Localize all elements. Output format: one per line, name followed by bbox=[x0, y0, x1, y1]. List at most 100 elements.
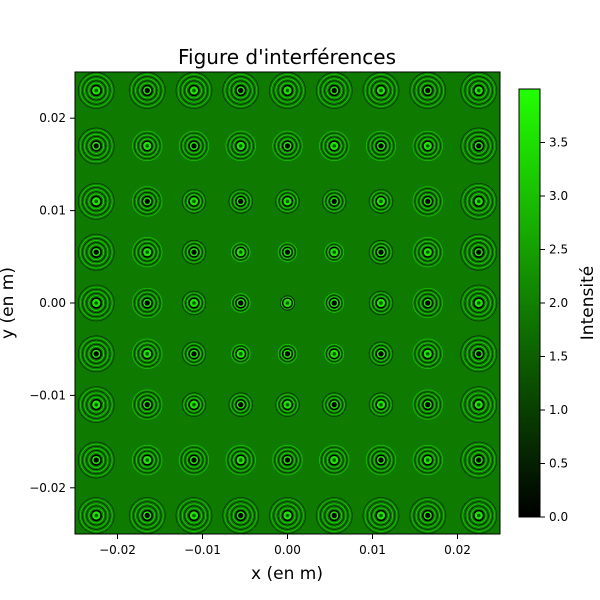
spot-ring bbox=[278, 395, 297, 414]
spot-ring bbox=[233, 138, 249, 154]
interference-spot bbox=[460, 182, 498, 220]
spot-ring bbox=[372, 395, 390, 414]
spot-ring bbox=[462, 499, 496, 532]
spot-ring bbox=[372, 294, 390, 312]
spot-ring bbox=[460, 335, 498, 373]
spot-ring bbox=[368, 78, 394, 103]
spot-ring bbox=[86, 293, 107, 313]
interference-spot bbox=[412, 444, 443, 476]
spot-ring bbox=[228, 78, 253, 103]
spot-ring bbox=[185, 294, 203, 312]
spot-ring bbox=[368, 290, 394, 316]
interference-spot bbox=[181, 239, 207, 265]
spot-ring bbox=[130, 499, 164, 532]
spot-ring bbox=[79, 337, 113, 371]
spot-ring bbox=[418, 395, 438, 414]
spot-ring bbox=[228, 503, 253, 528]
spot-ring bbox=[181, 78, 207, 103]
spot-ring bbox=[137, 293, 157, 313]
spot-ring bbox=[466, 78, 491, 103]
interference-spot bbox=[368, 239, 394, 265]
spot-ring bbox=[84, 290, 109, 316]
spot-ring bbox=[134, 188, 161, 215]
spot-ring bbox=[77, 335, 115, 373]
spot-ring bbox=[84, 392, 109, 417]
spot-ring bbox=[412, 287, 443, 319]
spot-ring bbox=[79, 185, 113, 218]
spot-center bbox=[192, 402, 196, 407]
spot-ring bbox=[84, 189, 109, 214]
spot-ring bbox=[416, 342, 440, 366]
spot-ring bbox=[325, 395, 344, 414]
spot-ring bbox=[468, 80, 489, 101]
spot-ring bbox=[320, 501, 349, 530]
spot-ring bbox=[326, 507, 343, 524]
spot-ring bbox=[416, 448, 440, 472]
spot-center bbox=[191, 249, 197, 255]
spot-ring bbox=[466, 503, 491, 528]
spot-ring bbox=[415, 503, 440, 528]
spot-ring bbox=[420, 295, 436, 311]
spot-center bbox=[378, 143, 384, 149]
spot-ring bbox=[134, 238, 161, 266]
spot-ring bbox=[225, 130, 256, 162]
spot-ring bbox=[184, 80, 204, 101]
spot-ring bbox=[135, 240, 159, 264]
spot-center bbox=[331, 87, 337, 94]
spot-ring bbox=[281, 296, 294, 310]
spot-ring bbox=[279, 295, 296, 311]
spot-ring bbox=[277, 344, 298, 364]
spot-center bbox=[192, 301, 196, 305]
spot-ring bbox=[420, 397, 436, 413]
spot-ring bbox=[181, 290, 207, 316]
spot-ring bbox=[373, 452, 389, 468]
spot-ring bbox=[273, 501, 302, 530]
spot-center bbox=[145, 352, 150, 356]
spot-ring bbox=[419, 82, 436, 99]
interference-spot bbox=[132, 130, 163, 162]
interference-spot bbox=[178, 130, 210, 162]
spot-ring bbox=[470, 507, 487, 524]
spot-ring bbox=[276, 448, 299, 472]
spot-ring bbox=[186, 82, 202, 99]
spot-ring bbox=[280, 347, 295, 361]
spot-ring bbox=[414, 289, 441, 317]
spot-ring bbox=[369, 448, 393, 472]
spot-ring bbox=[317, 499, 351, 532]
spot-ring bbox=[460, 441, 498, 479]
interference-spot bbox=[279, 295, 296, 311]
spot-ring bbox=[230, 293, 251, 313]
y-tick-label: 0.02 bbox=[39, 111, 66, 125]
interference-spot bbox=[228, 392, 254, 417]
spot-ring bbox=[470, 452, 487, 468]
spot-ring bbox=[177, 74, 211, 107]
spot-ring bbox=[419, 507, 436, 524]
spot-center bbox=[144, 87, 150, 94]
interference-spot bbox=[275, 189, 300, 214]
interference-spot bbox=[228, 189, 254, 214]
spot-center bbox=[476, 88, 481, 93]
spot-ring bbox=[234, 347, 248, 361]
x-tick-label: 0.02 bbox=[444, 543, 471, 557]
spot-ring bbox=[82, 501, 111, 530]
spot-ring bbox=[365, 130, 397, 162]
spot-ring bbox=[466, 189, 491, 214]
spot-center bbox=[425, 250, 430, 254]
spot-ring bbox=[132, 389, 163, 420]
spot-ring bbox=[137, 450, 157, 470]
spot-center bbox=[238, 87, 244, 94]
colorbar-tick-label: 3.0 bbox=[549, 189, 568, 203]
spot-ring bbox=[420, 452, 436, 468]
colorbar-tick-label: 1.0 bbox=[549, 403, 568, 417]
spot-center bbox=[238, 458, 243, 462]
spot-ring bbox=[418, 450, 438, 470]
spot-ring bbox=[280, 397, 295, 412]
spot-center bbox=[332, 458, 337, 462]
spot-ring bbox=[186, 295, 202, 311]
spot-ring bbox=[411, 499, 445, 532]
spot-ring bbox=[79, 499, 113, 532]
spot-ring bbox=[230, 394, 252, 416]
spot-center bbox=[238, 144, 243, 148]
spot-ring bbox=[416, 190, 440, 213]
spot-ring bbox=[275, 392, 300, 417]
